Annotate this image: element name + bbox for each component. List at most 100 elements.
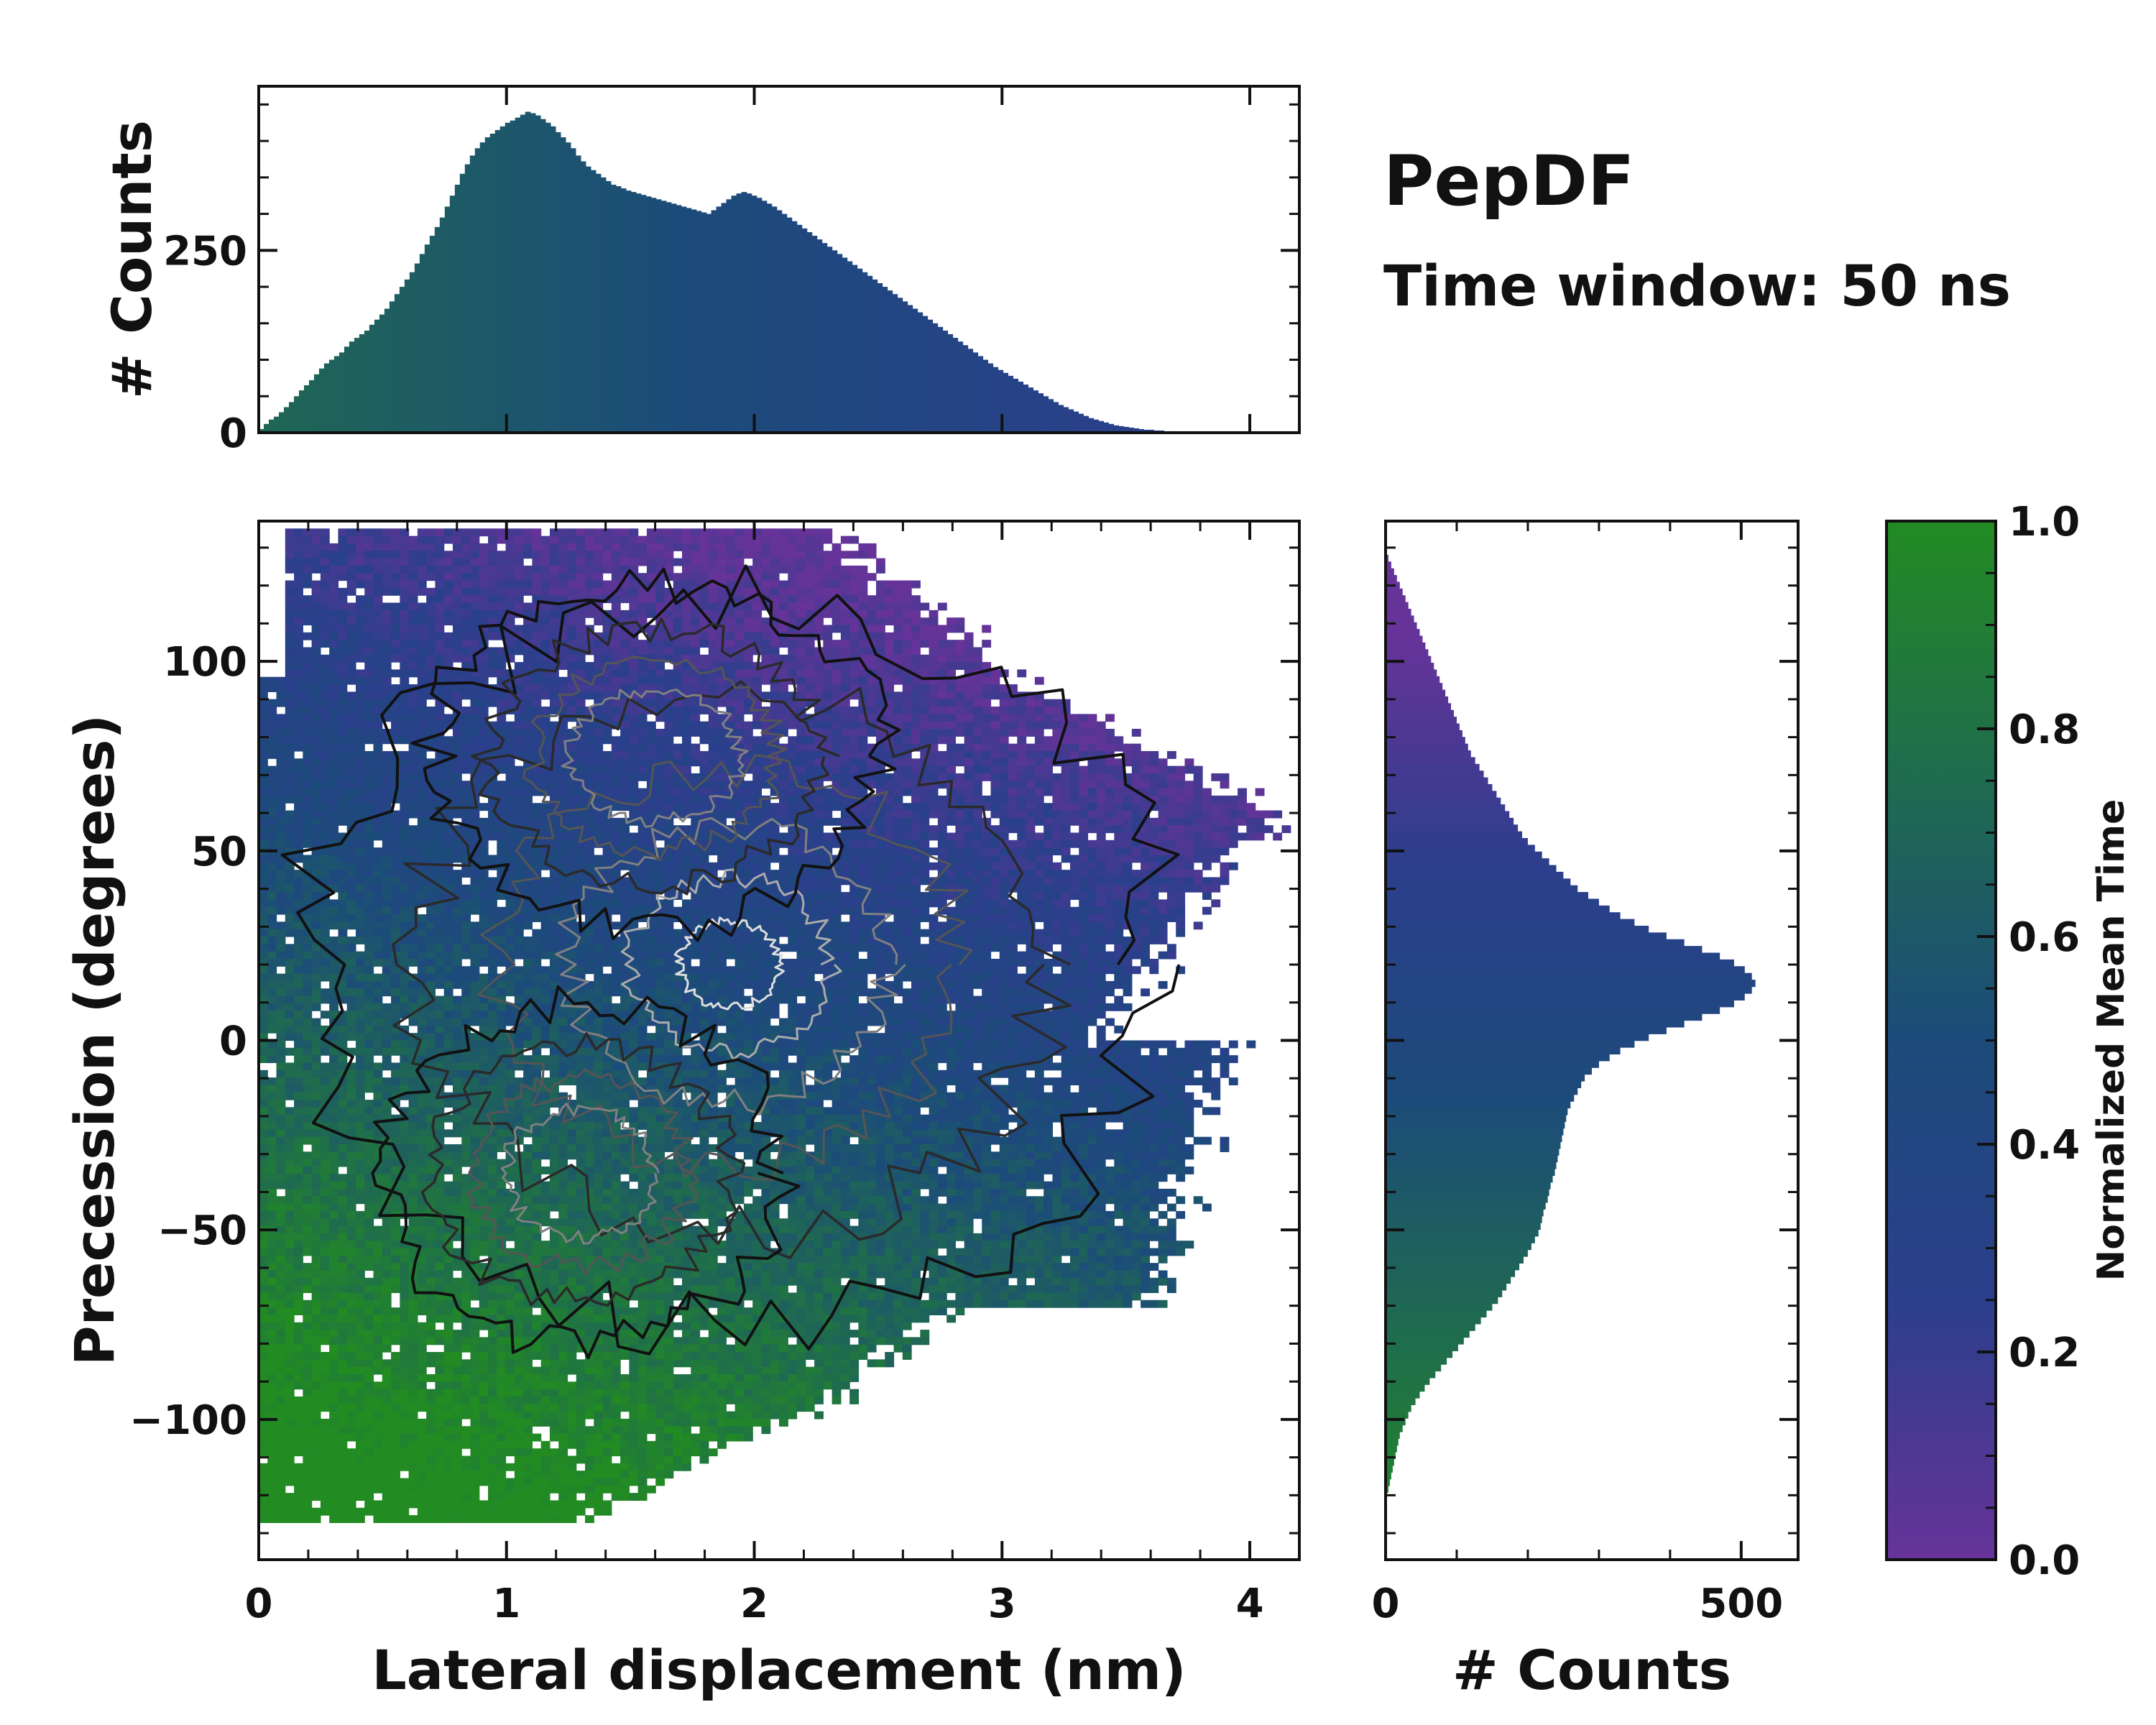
heatmap-cell xyxy=(346,1129,356,1138)
heatmap-cell xyxy=(276,1440,286,1449)
heatmap-cell xyxy=(505,1263,515,1271)
heatmap-cell xyxy=(461,995,471,1004)
heatmap-cell xyxy=(320,1478,330,1486)
heatmap-cell xyxy=(461,1159,471,1167)
heatmap-cell xyxy=(576,580,586,589)
heatmap-cell xyxy=(373,1092,383,1100)
heatmap-cell xyxy=(285,580,295,589)
heatmap-cell xyxy=(514,1218,524,1227)
heatmap-cell xyxy=(443,1366,453,1375)
heatmap-cell xyxy=(259,1359,268,1368)
heatmap-cell xyxy=(408,1062,418,1071)
heatmap-cell xyxy=(585,1144,594,1152)
heatmap-cell xyxy=(540,937,550,944)
heatmap-cell xyxy=(523,1062,533,1071)
heatmap-cell xyxy=(452,721,462,730)
top-histogram-frame xyxy=(257,85,1301,434)
heatmap-cell xyxy=(479,684,489,692)
heatmap-cell xyxy=(497,1418,507,1427)
heatmap-cell xyxy=(567,951,577,960)
top-histogram-bar xyxy=(1008,375,1014,433)
heatmap-cell xyxy=(276,1174,286,1182)
heatmap-cell xyxy=(400,951,410,960)
heatmap-cell xyxy=(461,1203,471,1212)
heatmap-cell xyxy=(497,580,507,589)
heatmap-cell xyxy=(303,1359,313,1368)
heatmap-cell xyxy=(567,1233,577,1241)
heatmap-cell xyxy=(576,966,586,975)
heatmap-cell xyxy=(514,565,524,574)
heatmap-cell xyxy=(285,1136,295,1145)
heatmap-cell xyxy=(338,1196,348,1205)
heatmap-cell xyxy=(303,1077,313,1086)
heatmap-cell xyxy=(523,1463,533,1471)
heatmap-cell xyxy=(267,1411,277,1420)
heatmap-cell xyxy=(417,1107,427,1116)
heatmap-cell xyxy=(435,1374,445,1382)
heatmap-cell xyxy=(400,958,410,967)
heatmap-cell xyxy=(259,1404,268,1412)
heatmap-cell xyxy=(461,1248,471,1256)
heatmap-cell xyxy=(408,551,418,559)
heatmap-cell xyxy=(382,1389,392,1397)
heatmap-cell xyxy=(364,684,374,692)
top-histogram-bar xyxy=(364,330,370,433)
heatmap-cell xyxy=(259,1144,268,1152)
heatmap-cell xyxy=(373,1404,383,1412)
heatmap-cell xyxy=(497,825,507,834)
heatmap-cell xyxy=(285,1337,295,1346)
heatmap-cell xyxy=(346,1352,356,1360)
heatmap-cell xyxy=(329,654,339,663)
heatmap-cell xyxy=(470,647,480,656)
heatmap-cell xyxy=(488,899,497,908)
heatmap-cell xyxy=(576,1136,586,1145)
heatmap-cell xyxy=(479,914,489,922)
heatmap-cell xyxy=(549,899,559,908)
heatmap-cell xyxy=(470,1322,480,1330)
heatmap-cell xyxy=(461,951,471,960)
heatmap-cell xyxy=(426,1270,436,1279)
heatmap-cell xyxy=(267,795,277,804)
heatmap-cell xyxy=(373,573,383,581)
heatmap-cell xyxy=(585,781,594,789)
heatmap-cell xyxy=(585,765,594,774)
heatmap-cell xyxy=(549,877,559,886)
heatmap-cell xyxy=(549,1485,559,1494)
heatmap-cell xyxy=(497,1381,507,1390)
heatmap-cell xyxy=(567,1411,577,1420)
heatmap-cell xyxy=(585,825,594,834)
heatmap-cell xyxy=(259,810,268,819)
heatmap-cell xyxy=(303,773,313,781)
heatmap-cell xyxy=(267,1196,277,1205)
heatmap-cell xyxy=(470,721,480,730)
heatmap-cell xyxy=(373,1241,383,1249)
heatmap-cell xyxy=(479,1455,489,1464)
heatmap-cell xyxy=(417,1455,427,1464)
heatmap-cell xyxy=(417,862,427,870)
heatmap-cell xyxy=(461,595,471,604)
heatmap-cell xyxy=(408,1070,418,1078)
heatmap-cell xyxy=(285,1493,295,1501)
heatmap-cell xyxy=(320,1381,330,1390)
heatmap-cell xyxy=(329,825,339,834)
heatmap-cell xyxy=(505,1440,515,1449)
heatmap-cell xyxy=(505,1344,515,1353)
heatmap-cell xyxy=(470,1315,480,1323)
heatmap-cell xyxy=(540,892,550,900)
heatmap-cell xyxy=(364,899,374,908)
top-histogram-bar xyxy=(359,334,365,433)
heatmap-cell xyxy=(364,528,374,537)
heatmap-cell xyxy=(329,1463,339,1471)
top-histogram-bar xyxy=(499,126,506,433)
heatmap-cell xyxy=(294,565,303,574)
heatmap-cell xyxy=(355,573,365,581)
heatmap-cell xyxy=(303,1129,313,1138)
heatmap-cell xyxy=(558,832,568,841)
heatmap-cell xyxy=(346,980,356,989)
heatmap-cell xyxy=(576,1507,586,1516)
heatmap-cell xyxy=(514,1181,524,1190)
heatmap-cell xyxy=(532,595,542,604)
heatmap-cell xyxy=(417,1493,427,1501)
heatmap-cell xyxy=(576,825,586,834)
heatmap-cell xyxy=(382,736,392,745)
